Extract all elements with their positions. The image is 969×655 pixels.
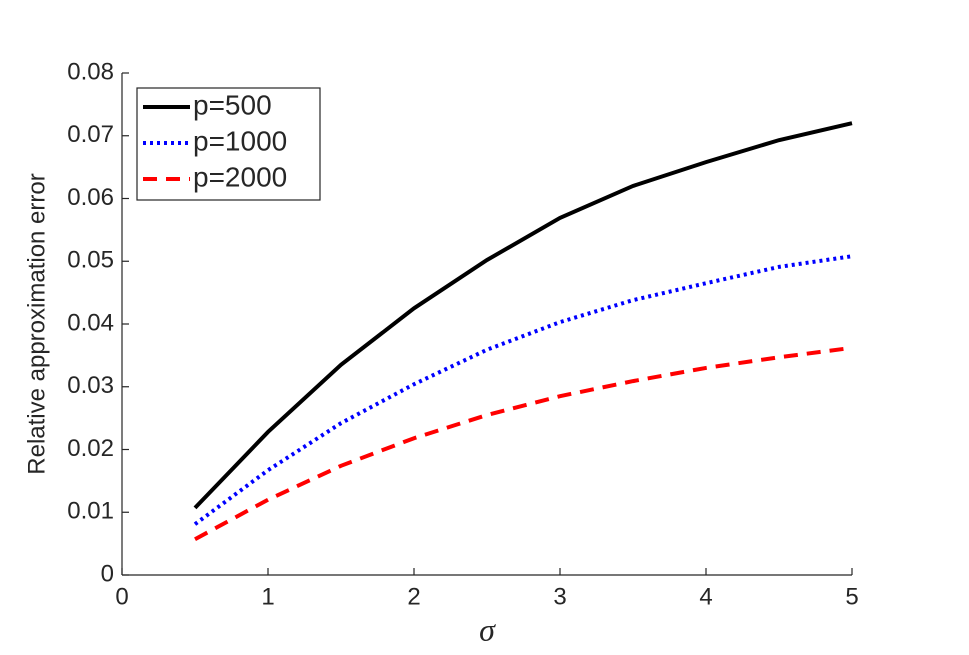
y-tick-label: 0.05 [67, 247, 114, 274]
x-tick-label: 5 [845, 583, 858, 610]
y-tick-label: 0.03 [67, 372, 114, 399]
y-tick-label: 0.08 [67, 58, 114, 85]
y-tick-label: 0.02 [67, 435, 114, 462]
y-tick-label: 0.06 [67, 184, 114, 211]
x-tick-label: 1 [261, 583, 274, 610]
y-tick-label: 0.01 [67, 498, 114, 525]
x-tick-label: 2 [407, 583, 420, 610]
y-tick-label: 0.07 [67, 121, 114, 148]
x-tick-label: 4 [699, 583, 712, 610]
y-tick-label: 0.04 [67, 309, 114, 336]
legend: p=500 p=1000 p=2000 [136, 87, 321, 201]
y-axis-label: Relative approximation error [23, 173, 50, 474]
legend-label: p=500 [193, 89, 272, 120]
series-line [193, 254, 853, 526]
series-line [194, 345, 853, 541]
x-tick-label: 0 [115, 583, 128, 610]
x-tick-label: 3 [553, 583, 566, 610]
x-axis-label: σ [479, 611, 496, 647]
series-line [193, 121, 853, 510]
legend-label: p=2000 [193, 161, 287, 192]
legend-label: p=1000 [193, 125, 287, 156]
y-tick-label: 0 [101, 560, 114, 587]
